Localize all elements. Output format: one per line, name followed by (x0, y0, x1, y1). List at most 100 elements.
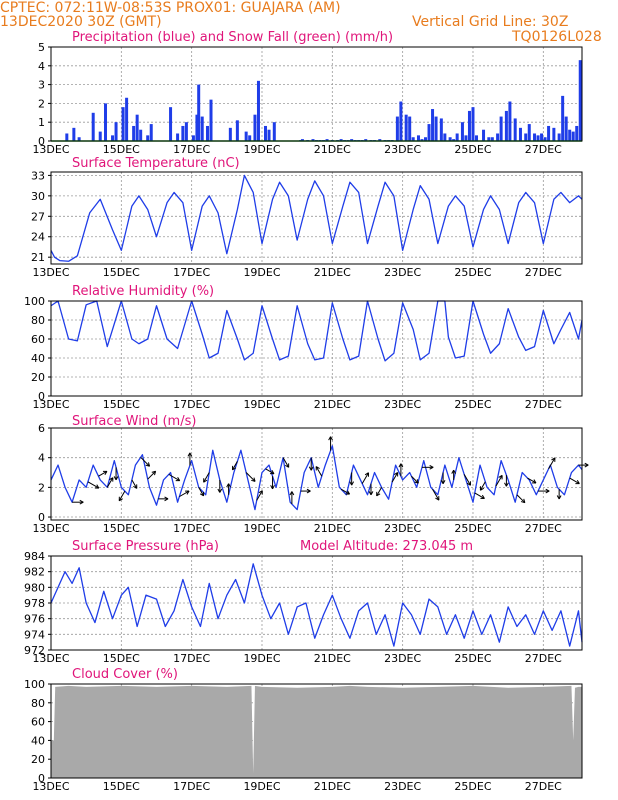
wind-vector-head (253, 477, 256, 482)
x-tick-label: 21DEC (314, 522, 351, 535)
wind-vector-head (258, 490, 263, 494)
precip-bar (200, 116, 204, 141)
x-tick-label: 17DEC (173, 398, 210, 411)
wind-vector-head (504, 482, 507, 487)
precip-bar (395, 116, 399, 141)
precip-bar (557, 133, 561, 141)
precip-bar (475, 135, 479, 141)
y-tick-label: 60 (31, 333, 45, 346)
wind-vector-shaft (479, 481, 486, 491)
precip-bar (431, 109, 435, 141)
wind-vector-shaft (256, 490, 263, 501)
precip-bar (533, 133, 537, 141)
precip-bar (399, 101, 403, 141)
y-tick-label: 2 (38, 97, 45, 110)
wind-vector-head (79, 499, 84, 503)
wind-vector-head (435, 497, 440, 501)
precip-bar (339, 139, 343, 141)
precip-bar (121, 107, 125, 141)
x-tick-label: 13DEC (32, 652, 69, 665)
wind-vector-head (398, 463, 402, 468)
precip-bar (253, 114, 257, 141)
wind-vector-head (451, 469, 455, 474)
wind-vector (308, 457, 314, 471)
x-tick-label: 19DEC (243, 266, 280, 279)
wind-vector (198, 487, 205, 497)
x-tick-label: 13DEC (32, 780, 69, 793)
wind-vector-head (414, 481, 419, 484)
precip-bar (496, 133, 500, 141)
wind-vector-head (203, 479, 208, 483)
panel-cloud: 0 20 40 60 80 100 13DEC 15DEC 17DEC 19DEC 21DEC 23D… (24, 667, 583, 793)
wind-vector (463, 474, 471, 486)
wind-vector-shaft (516, 494, 526, 504)
wind-vector-head (440, 479, 444, 484)
temp-line (50, 174, 583, 262)
wind-vector-head (453, 469, 457, 474)
precip-bar (434, 116, 438, 141)
wind-vector-head (232, 467, 237, 471)
panel-title: Surface Wind (m/s) (72, 414, 196, 429)
plot-frame (50, 300, 583, 397)
precip-bar (455, 133, 459, 141)
x-tick-label: 25DEC (454, 266, 491, 279)
wind-vector-shaft (376, 487, 382, 497)
wind-vector-head (523, 498, 526, 503)
panel-title: Relative Humidity (%) (72, 284, 214, 299)
wind-vector (340, 488, 351, 495)
wind-vector-head (498, 474, 503, 478)
y-tick-label: 974 (24, 628, 45, 641)
precip-bar (452, 139, 456, 141)
y-tick-label: 6 (38, 422, 45, 435)
panel-title: Precipitation (blue) and Snow Fall (gree… (72, 30, 393, 45)
wind-vector (440, 472, 446, 484)
wind-vector-head (271, 470, 275, 474)
x-tick-label: 19DEC (243, 780, 280, 793)
y-tick-label: 80 (31, 314, 45, 327)
wind-vector (474, 492, 485, 500)
y-tick-label: 984 (24, 550, 45, 563)
precip-bar (467, 110, 471, 141)
precip-bar (518, 127, 522, 141)
x-tick-label: 21DEC (314, 398, 351, 411)
x-tick-label: 27DEC (525, 522, 562, 535)
wind-vector (140, 456, 151, 467)
precip-bar (244, 131, 248, 141)
panel-subtitle: Model Altitude: 273.045 m (300, 539, 473, 554)
precip-bar (378, 139, 382, 141)
wind-vector-head (551, 457, 556, 461)
wind-vector-head (251, 479, 256, 482)
y-tick-label: 20 (31, 753, 45, 766)
x-tick-label: 23DEC (384, 522, 421, 535)
precip-bar (416, 135, 420, 141)
precip-bar (504, 110, 508, 141)
wind-vector-head (310, 466, 314, 471)
wind-vector-shaft (203, 472, 210, 483)
wind-vector-head (576, 480, 580, 484)
y-tick-label: 27 (31, 210, 45, 223)
wind-vector-head (115, 476, 119, 481)
y-tick-label: 2 (38, 481, 45, 494)
wind-vector-head (151, 470, 156, 473)
precip-bar (571, 131, 575, 141)
panel-title: Cloud Cover (%) (72, 667, 178, 682)
wind-vector-shaft (179, 490, 190, 498)
wind-vector-head (351, 481, 355, 486)
precip-bar (176, 133, 180, 141)
y-tick-label: 40 (31, 352, 45, 365)
wind-vector (556, 489, 562, 500)
precip-bar (197, 84, 201, 141)
x-tick-label: 13DEC (32, 266, 69, 279)
panel-title: Surface Temperature (nC) (72, 156, 240, 171)
precip-bar (527, 124, 531, 141)
y-tick-label: 21 (31, 251, 45, 264)
wind-vector-head (164, 496, 169, 500)
x-tick-label: 25DEC (454, 652, 491, 665)
plot-frame (50, 46, 583, 142)
wind-vector-shaft (131, 479, 138, 489)
y-tick-label: 100 (24, 678, 45, 691)
wind-vector-shaft (140, 456, 150, 467)
wind-vector-head (113, 476, 117, 481)
wind-vector (98, 470, 108, 477)
precip-bar (464, 135, 468, 141)
